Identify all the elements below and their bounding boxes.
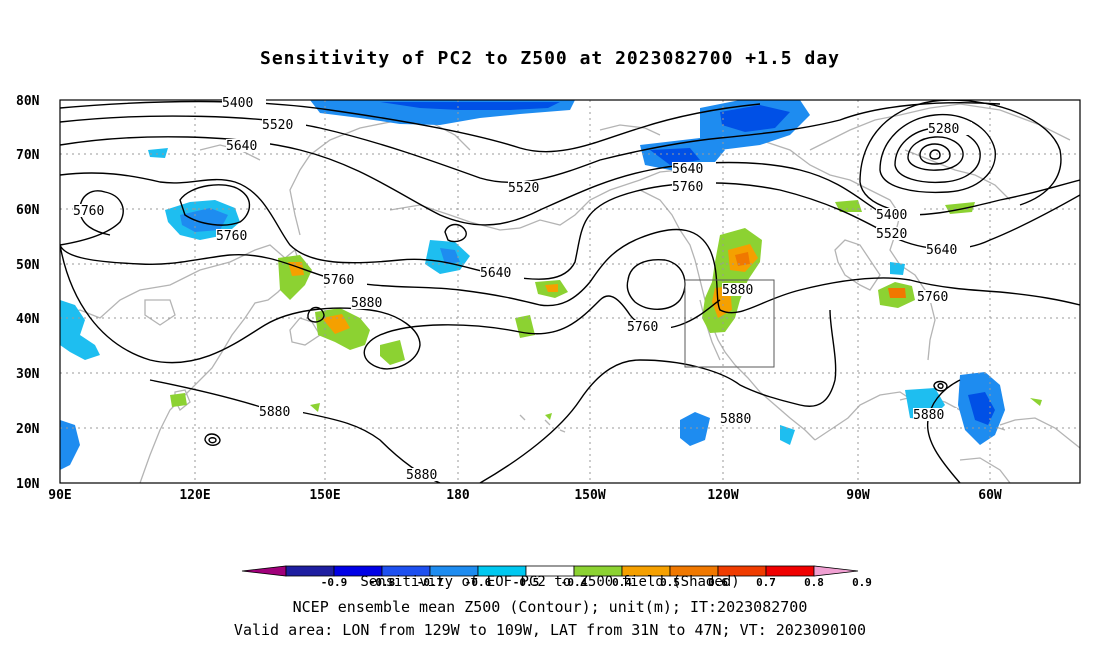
colorbar-tick-label: 0.6 (708, 576, 728, 589)
plot-frame (59, 99, 1081, 484)
colorbar-tick-label: 0.4 (612, 576, 632, 589)
contour-label: 5640 (226, 139, 257, 154)
contour-label: 5760 (627, 320, 658, 335)
contour-label: 5880 (722, 283, 753, 298)
map-plot: 5400 5520 5640 5760 5760 5760 5880 5520 … (16, 94, 1081, 503)
contour-label: 5520 (262, 118, 293, 133)
contour-label: 5640 (480, 266, 511, 281)
contour-label: 5880 (913, 408, 944, 423)
contour-label: 5520 (508, 181, 539, 196)
colorbar-segment (813, 565, 859, 577)
lon-label: 90E (48, 488, 71, 503)
lon-label: 120W (707, 488, 738, 503)
colorbar-segments (241, 565, 859, 577)
lat-label: 60N (16, 203, 40, 218)
colorbar-tick-label: 0.9 (852, 576, 872, 589)
contour-label: 5280 (928, 122, 959, 137)
lat-label: 50N (16, 258, 40, 273)
lat-label: 20N (16, 422, 40, 437)
chart-title: Sensitivity of PC2 to Z500 at 2023082700… (259, 48, 840, 69)
lat-label: 30N (16, 367, 40, 382)
contour-label: 5400 (876, 208, 907, 223)
footer-line-2: Valid area: LON from 129W to 109W, LAT f… (233, 621, 867, 639)
contour-labels: 5400 5520 5640 5760 5760 5760 5880 5520 … (73, 96, 972, 483)
lat-label: 10N (16, 477, 40, 492)
contour-label: 5640 (672, 162, 703, 177)
contour-label: 5880 (259, 405, 290, 420)
contour-label: 5520 (876, 227, 907, 242)
lat-label: 40N (16, 312, 40, 327)
contour-label: 5760 (73, 204, 104, 219)
lat-axis-labels: 80N 70N 60N 50N 40N 30N 20N 10N (16, 94, 40, 492)
colorbar-tick-label: -0.7 (417, 576, 444, 589)
colorbar-tick-label: 0.8 (804, 576, 824, 589)
footer-line-1: NCEP ensemble mean Z500 (Contour); unit(… (292, 598, 808, 616)
valid-area-box (684, 279, 775, 368)
lat-label: 70N (16, 148, 40, 163)
contour-label: 5760 (216, 229, 247, 244)
contour-label: 5760 (917, 290, 948, 305)
contour-label: 5880 (720, 412, 751, 427)
contour-label: 5400 (222, 96, 253, 111)
lon-label: 150E (309, 488, 340, 503)
contour-label: 5880 (351, 296, 382, 311)
colorbar-ticks: -0.9 -0.8 -0.7 -0.6 -0.5 -0.4 0.4 0.5 0.6 0.7 0.8 0… (321, 576, 872, 589)
grid-lines (60, 100, 1080, 483)
contour-label: 5760 (323, 273, 354, 288)
colorbar-tick-label: -0.4 (561, 576, 588, 589)
lon-label: 60W (978, 488, 1002, 503)
colorbar-tick-label: 0.5 (660, 576, 680, 589)
lon-label: 180 (446, 488, 470, 503)
contour-label: 5880 (406, 468, 437, 483)
colorbar-tick-label: -0.8 (369, 576, 396, 589)
colorbar-tick-label: -0.6 (465, 576, 492, 589)
lon-label: 150W (574, 488, 605, 503)
colorbar-title: Sensitivity of EOF PC2 to Z500 field (Sh… (360, 574, 740, 590)
colorbar-tick-label: -0.5 (513, 576, 540, 589)
colorbar-tick-label: 0.7 (756, 576, 776, 589)
contour-label: 5760 (672, 180, 703, 195)
colorbar-tick-label: -0.9 (321, 576, 348, 589)
lon-label: 120E (179, 488, 210, 503)
lat-label: 80N (16, 94, 40, 109)
contour-label: 5640 (926, 243, 957, 258)
lon-axis-labels: 90E 120E 150E 180 150W 120W 90W 60W (48, 488, 1002, 503)
lon-label: 90W (846, 488, 870, 503)
